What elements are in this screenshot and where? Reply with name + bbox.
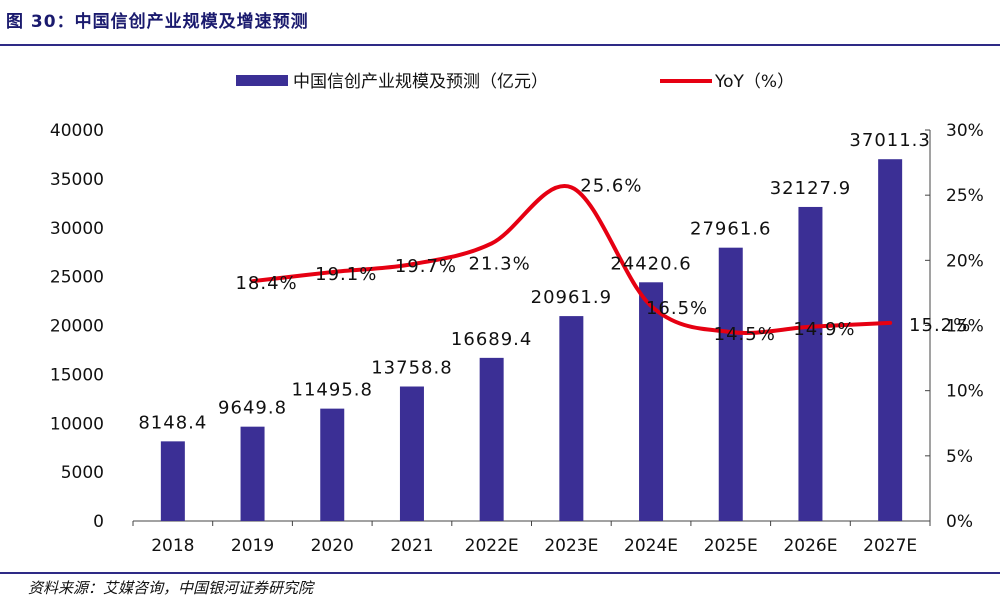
right-tick-label: 15% xyxy=(946,317,984,337)
right-tick-label: 10% xyxy=(946,382,984,402)
line-data-label: 16.5% xyxy=(646,298,708,319)
source-note: 资料来源：艾媒咨询，中国银河证券研究院 xyxy=(28,579,314,597)
bar-data-label: 32127.9 xyxy=(770,178,851,199)
legend: 中国信创产业规模及预测（亿元） YoY（%） xyxy=(236,72,794,92)
left-tick-label: 25000 xyxy=(50,268,104,288)
source-divider xyxy=(0,572,1000,574)
left-tick-label: 10000 xyxy=(50,414,104,434)
bar xyxy=(399,386,424,521)
title-divider xyxy=(0,44,1000,46)
left-tick-label: 40000 xyxy=(50,121,104,141)
x-tick-label: 2023E xyxy=(544,536,598,556)
right-tick-label: 0% xyxy=(946,512,973,532)
bar xyxy=(639,282,664,521)
x-tick-label: 2022E xyxy=(465,536,519,556)
x-tick-label: 2026E xyxy=(783,536,837,556)
line-data-label: 15.2% xyxy=(909,315,971,336)
left-tick-label: 20000 xyxy=(50,317,104,337)
bar xyxy=(479,357,504,521)
bar-data-label: 24420.6 xyxy=(610,253,691,274)
x-tick-label: 2018 xyxy=(151,536,194,556)
figure-title: 图 30：中国信创产业规模及增速预测 xyxy=(6,12,309,32)
line-data-label: 25.6% xyxy=(580,175,642,196)
x-tick-label: 2019 xyxy=(231,536,274,556)
line-series xyxy=(250,184,893,335)
bar xyxy=(798,206,823,522)
x-tick-label: 2020 xyxy=(311,536,354,556)
left-tick-label: 0 xyxy=(93,512,104,532)
left-tick-label: 5000 xyxy=(61,463,104,483)
left-tick-label: 35000 xyxy=(50,170,104,190)
bar xyxy=(320,408,345,521)
line-data-label: 21.3% xyxy=(469,253,531,274)
bar-data-label: 9649.8 xyxy=(218,398,287,419)
legend-bar-swatch xyxy=(236,75,288,86)
left-tick-label: 30000 xyxy=(50,219,104,239)
bar-data-label: 20961.9 xyxy=(531,287,612,308)
yoy-line xyxy=(250,184,893,335)
left-tick-label: 15000 xyxy=(50,365,104,385)
bar-series xyxy=(160,159,903,522)
legend-bar-label: 中国信创产业规模及预测（亿元） xyxy=(293,72,548,92)
axes: 0 5000 10000 15000 20000 25000 30000 35000 40000… xyxy=(50,121,984,556)
bar-data-label: 13758.8 xyxy=(371,358,452,379)
bar xyxy=(878,159,903,521)
x-tick-label: 2021 xyxy=(390,536,433,556)
line-data-label: 18.4% xyxy=(235,273,297,294)
right-tick-label: 25% xyxy=(946,186,984,206)
bar-data-label: 11495.8 xyxy=(292,380,373,401)
line-data-label: 14.9% xyxy=(793,319,855,340)
legend-line-label: YoY（%） xyxy=(714,72,794,92)
bar xyxy=(718,247,743,521)
right-tick-label: 5% xyxy=(946,447,973,467)
line-data-label: 14.5% xyxy=(714,324,776,345)
bar xyxy=(240,426,265,521)
x-tick-label: 2027E xyxy=(863,536,917,556)
bar-data-label: 27961.6 xyxy=(690,219,771,240)
bar xyxy=(160,441,185,521)
bar-data-label: 16689.4 xyxy=(451,329,532,350)
x-tick-label: 2024E xyxy=(624,536,678,556)
bar-data-label: 37011.3 xyxy=(849,130,930,151)
line-data-label: 19.1% xyxy=(315,264,377,285)
right-tick-label: 20% xyxy=(946,251,984,271)
bar xyxy=(559,316,584,521)
x-tick-label: 2025E xyxy=(704,536,758,556)
right-tick-label: 30% xyxy=(946,121,984,141)
bar-data-label: 8148.4 xyxy=(138,412,207,433)
line-data-label: 19.7% xyxy=(395,256,457,277)
